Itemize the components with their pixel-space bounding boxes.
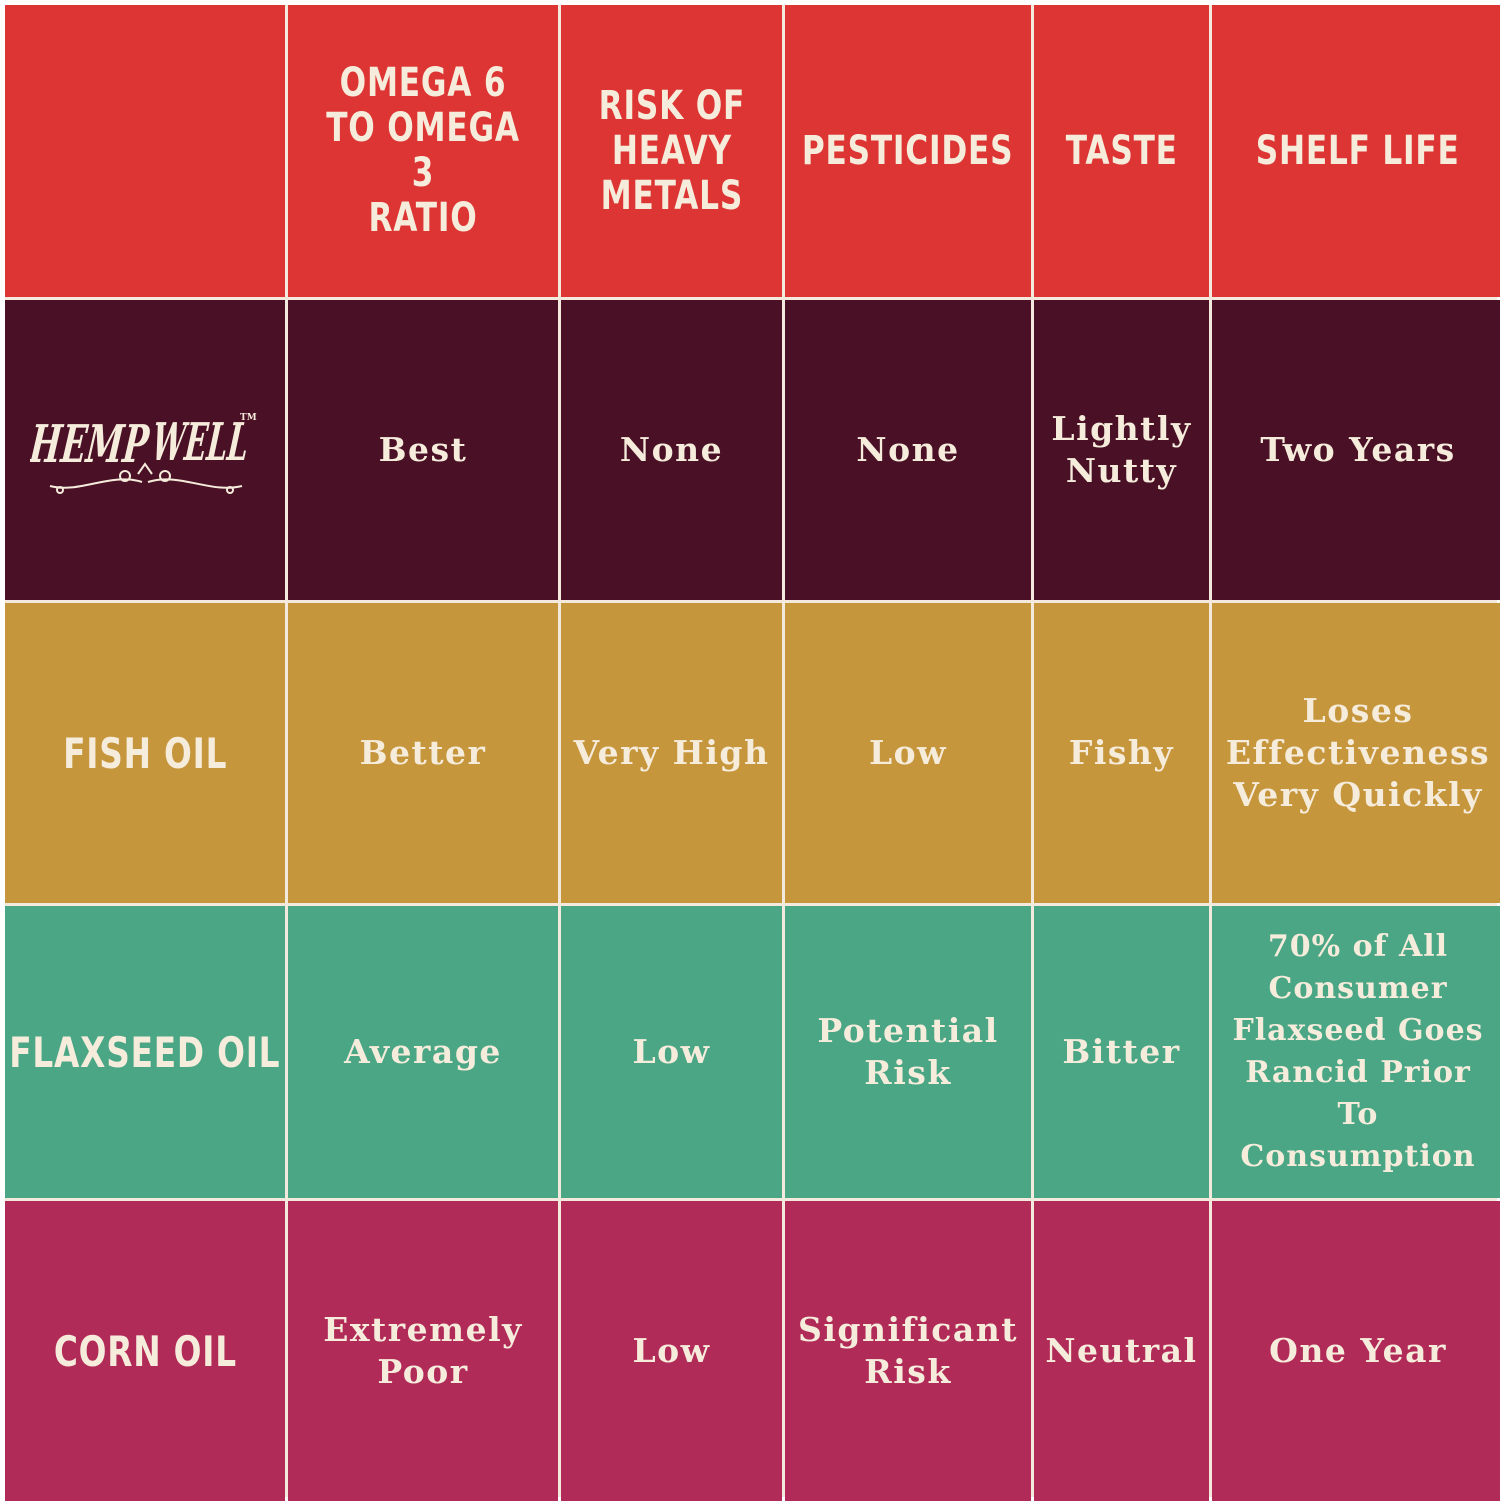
header-label-pesticides: PESTICIDES — [802, 127, 1014, 174]
cell-fish-taste: Fishy — [1034, 603, 1209, 903]
svg-text:WELL: WELL — [149, 412, 251, 473]
cell-hemp-pesticides: None — [785, 300, 1031, 600]
value-text: Loses Effectiveness Very Quickly — [1225, 691, 1491, 814]
value-text: Average — [344, 1032, 502, 1071]
header-label-heavy-metals: RISK OF HEAVY METALS — [598, 82, 745, 219]
row-label-fish-oil: FISH OIL — [5, 603, 285, 903]
header-corner-cell — [5, 5, 285, 297]
cell-flaxseed-shelf-life: 70% of All Consumer Flaxseed Goes Rancid… — [1212, 906, 1500, 1198]
row-label-hemp-well: HEMP WELL TM — [5, 300, 285, 600]
header-cell-shelf-life: SHELF LIFE — [1212, 5, 1500, 297]
cell-corn-taste: Neutral — [1034, 1201, 1209, 1501]
cell-corn-ratio: Extremely Poor — [288, 1201, 558, 1501]
value-text: Neutral — [1045, 1331, 1198, 1370]
cell-corn-metals: Low — [561, 1201, 782, 1501]
value-text: Low — [632, 1331, 711, 1370]
cell-flaxseed-pesticides: Potential Risk — [785, 906, 1031, 1198]
cell-flaxseed-ratio: Average — [288, 906, 558, 1198]
hemp-well-logo: HEMP WELL TM — [30, 412, 257, 494]
value-text: Extremely Poor — [323, 1310, 523, 1391]
cell-flaxseed-taste: Bitter — [1034, 906, 1209, 1198]
value-text: Very High — [573, 733, 770, 772]
value-text: Bitter — [1062, 1032, 1181, 1071]
trademark-mark: TM — [240, 413, 257, 423]
value-text: None — [856, 430, 960, 469]
cell-flaxseed-metals: Low — [561, 906, 782, 1198]
value-text: One Year — [1269, 1331, 1447, 1370]
value-text: Low — [868, 733, 948, 772]
svg-text:HEMP: HEMP — [30, 414, 153, 475]
cell-fish-metals: Very High — [561, 603, 782, 903]
row-label-text: CORN OIL — [53, 1326, 237, 1376]
row-label-corn-oil: CORN OIL — [5, 1201, 285, 1501]
cell-hemp-taste: Lightly Nutty — [1034, 300, 1209, 600]
header-label-shelf-life: SHELF LIFE — [1256, 127, 1460, 174]
row-label-text: FLAXSEED OIL — [9, 1027, 281, 1077]
header-cell-omega-ratio: OMEGA 6 TO OMEGA 3 RATIO — [288, 5, 558, 297]
cell-hemp-shelf-life: Two Years — [1212, 300, 1500, 600]
cell-hemp-ratio: Best — [288, 300, 558, 600]
cell-fish-pesticides: Low — [785, 603, 1031, 903]
value-text: Potential Risk — [817, 1011, 999, 1092]
header-cell-taste: TASTE — [1034, 5, 1209, 297]
cell-hemp-metals: None — [561, 300, 782, 600]
value-text: 70% of All Consumer Flaxseed Goes Rancid… — [1232, 929, 1484, 1174]
header-label-taste: TASTE — [1065, 127, 1178, 174]
value-text: None — [619, 430, 724, 469]
cell-fish-shelf-life: Loses Effectiveness Very Quickly — [1212, 603, 1500, 903]
value-text: Fishy — [1068, 733, 1175, 772]
row-label-text: FISH OIL — [62, 728, 228, 778]
header-cell-pesticides: PESTICIDES — [785, 5, 1031, 297]
value-text: Lightly Nutty — [1051, 409, 1192, 490]
comparison-table: OMEGA 6 TO OMEGA 3 RATIO RISK OF HEAVY M… — [5, 5, 1500, 1501]
value-text: Best — [378, 430, 468, 469]
value-text: Low — [632, 1032, 711, 1071]
value-text: Better — [359, 733, 487, 772]
value-text: Significant Risk — [798, 1310, 1018, 1391]
header-label-omega-ratio: OMEGA 6 TO OMEGA 3 RATIO — [326, 60, 520, 241]
cell-corn-shelf-life: One Year — [1212, 1201, 1500, 1501]
value-text: Two Years — [1260, 430, 1456, 469]
header-cell-heavy-metals: RISK OF HEAVY METALS — [561, 5, 782, 297]
row-label-flaxseed-oil: FLAXSEED OIL — [5, 906, 285, 1198]
cell-corn-pesticides: Significant Risk — [785, 1201, 1031, 1501]
cell-fish-ratio: Better — [288, 603, 558, 903]
